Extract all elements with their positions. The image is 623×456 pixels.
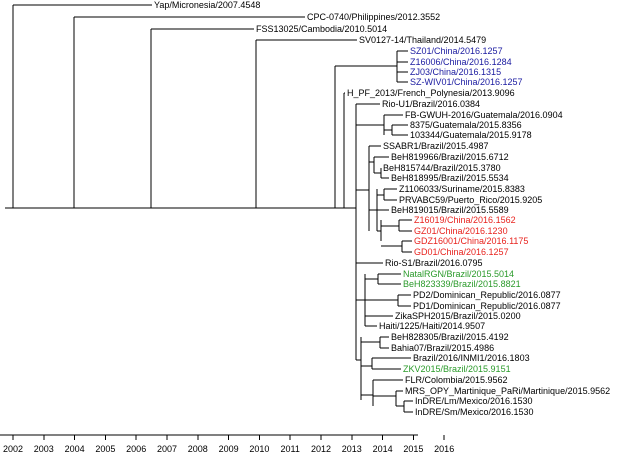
tip-label: FB-GWUH-2016/Guatemala/2016.0904 bbox=[405, 110, 563, 120]
tip-label: BeH819015/Brazil/2015.5589 bbox=[391, 205, 509, 215]
tip-label: Haiti/1225/Haiti/2014.9507 bbox=[379, 321, 485, 331]
tip-label: GD01/China/2016.1257 bbox=[414, 247, 509, 257]
tip-label: Rio-U1/Brazil/2016.0384 bbox=[382, 99, 480, 109]
tip-label: Z16006/China/2016.1284 bbox=[410, 57, 512, 67]
tip-label: InDRE/Sm/Mexico/2016.1530 bbox=[415, 407, 534, 417]
tip-label: NatalRGN/Brazil/2015.5014 bbox=[403, 269, 514, 279]
tip-label: ZJ03/China/2016.1315 bbox=[410, 67, 501, 77]
tip-label: Z16019/China/2016.1562 bbox=[414, 215, 516, 225]
tip-label: FLR/Colombia/2015.9562 bbox=[405, 375, 508, 385]
tip-label: FSS13025/Cambodia/2010.5014 bbox=[256, 24, 387, 34]
tip-label: ZKV2015/Brazil/2015.9151 bbox=[403, 364, 511, 374]
tip-label: GDZ16001/China/2016.1175 bbox=[414, 236, 528, 246]
tip-label: Yap/Micronesia/2007.4548 bbox=[154, 0, 260, 10]
tip-label: Bahia07/Brazil/2015.4986 bbox=[391, 343, 494, 353]
tip-label: BeH815744/Brazil/2015.3780 bbox=[383, 163, 501, 173]
tip-label: BeH823339/Brazil/2015.8821 bbox=[403, 279, 521, 289]
axis-tick-label: 2007 bbox=[157, 444, 177, 454]
tip-label: SZ-WIV01/China/2016.1257 bbox=[410, 77, 523, 87]
tip-label: SSABR1/Brazil/2015.4987 bbox=[383, 141, 489, 151]
axis-tick-label: 2012 bbox=[311, 444, 331, 454]
tip-label: PRVABC59/Puerto_Rico/2015.9205 bbox=[399, 195, 542, 205]
tip-label: CPC-0740/Philippines/2012.3552 bbox=[307, 12, 440, 22]
tip-label: InDRE/Lm/Mexico/2016.1530 bbox=[415, 396, 533, 406]
tip-label: SZ01/China/2016.1257 bbox=[410, 46, 503, 56]
tip-label: MRS_OPY_Martinique_PaRi/Martinique/2015.… bbox=[405, 386, 610, 396]
axis-tick-label: 2008 bbox=[188, 444, 208, 454]
axis-tick-label: 2010 bbox=[249, 444, 269, 454]
tip-label: SV0127-14/Thailand/2014.5479 bbox=[359, 35, 486, 45]
tip-label: Brazil/2016/INMI1/2016.1803 bbox=[413, 353, 530, 363]
tip-label: ZikaSPH2015/Brazil/2015.0200 bbox=[395, 311, 521, 321]
axis-tick-label: 2015 bbox=[403, 444, 423, 454]
tip-label: PD1/Dominican_Republic/2016.0877 bbox=[413, 301, 561, 311]
tip-label: PD2/Dominican_Republic/2016.0877 bbox=[413, 290, 561, 300]
axis-tick-label: 2004 bbox=[65, 444, 85, 454]
time-axis: 2002 2003 2004 2005 2006 2007 2008 2009 2010 2011… bbox=[0, 434, 454, 454]
axis-tick-label: 2006 bbox=[126, 444, 146, 454]
tip-label: 8375/Guatemala/2015.8356 bbox=[410, 120, 522, 130]
tip-labels: Yap/Micronesia/2007.4548 CPC-0740/Philipp… bbox=[154, 0, 610, 417]
tip-label: H_PF_2013/French_Polynesia/2013.9096 bbox=[347, 88, 515, 98]
axis-tick-label: 2016 bbox=[434, 444, 454, 454]
tip-label: Rio-S1/Brazil/2016.0795 bbox=[385, 258, 483, 268]
tip-label: Z1106033/Suriname/2015.8383 bbox=[399, 184, 525, 194]
axis-tick-label: 2003 bbox=[34, 444, 54, 454]
tree-branches bbox=[5, 4, 413, 413]
tip-label: GZ01/China/2016.1230 bbox=[414, 226, 508, 236]
tip-label: BeH819966/Brazil/2015.6712 bbox=[391, 152, 509, 162]
tip-label: 103344/Guatemala/2015.9178 bbox=[410, 130, 532, 140]
axis-tick-label: 2009 bbox=[219, 444, 239, 454]
axis-tick-label: 2013 bbox=[342, 444, 362, 454]
tip-label: BeH828305/Brazil/2015.4192 bbox=[391, 332, 509, 342]
axis-tick-label: 2002 bbox=[3, 444, 23, 454]
axis-tick-label: 2014 bbox=[373, 444, 393, 454]
axis-tick-label: 2011 bbox=[281, 444, 300, 454]
axis-tick-label: 2005 bbox=[95, 444, 115, 454]
tip-label: BeH818995/Brazil/2015.5534 bbox=[391, 173, 509, 183]
